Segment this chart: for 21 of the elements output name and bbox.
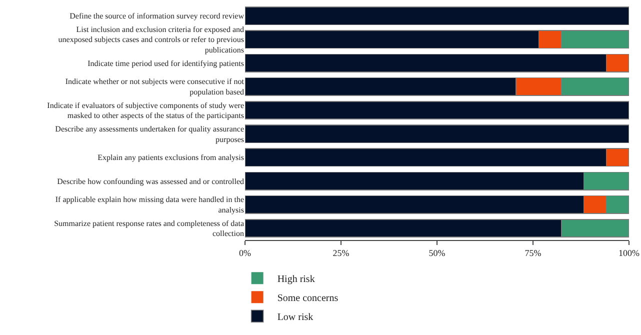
x-tick-label: 0%: [239, 248, 252, 258]
x-tick-label: 50%: [428, 248, 446, 258]
legend-label: High risk: [277, 274, 315, 285]
y-tick-label: Describe any assessments undertaken for quality assurance purposes: [55, 124, 244, 144]
y-tick-label: Define the source of information survey record review: [70, 12, 244, 21]
y-tick-label: Summarize patient response rates and completeness of data collection: [54, 218, 244, 238]
y-tick-label: Explain any patients exclusions from analysis: [98, 153, 244, 162]
x-tick-label: 25%: [332, 248, 350, 258]
legend-label: Low risk: [277, 312, 314, 323]
legend-label: Some concerns: [277, 293, 338, 304]
bar: [245, 124, 629, 144]
y-tick-label: Describe how confounding was assessed and or controlled: [57, 176, 244, 186]
bar: [245, 100, 629, 120]
x-tick-label: 75%: [524, 248, 542, 258]
y-tick-label: If applicable explain how missing data were handled in the analysis: [55, 195, 244, 215]
bar: [245, 6, 629, 26]
y-tick-label: Indicate whether or not subjects were consecutive if not population based: [65, 77, 245, 97]
x-tick-label: 100%: [618, 248, 640, 258]
y-tick-label: Indicate time period used for identifying patients: [88, 58, 244, 68]
y-tick-label: List inclusion and exclusion criteria for exposed and unexposed subjects cases and controls or refer to previous publications: [58, 24, 244, 55]
y-tick-label: Indicate if evaluators of subjective components of study were masked to other aspects of the status of the participants: [47, 100, 244, 120]
